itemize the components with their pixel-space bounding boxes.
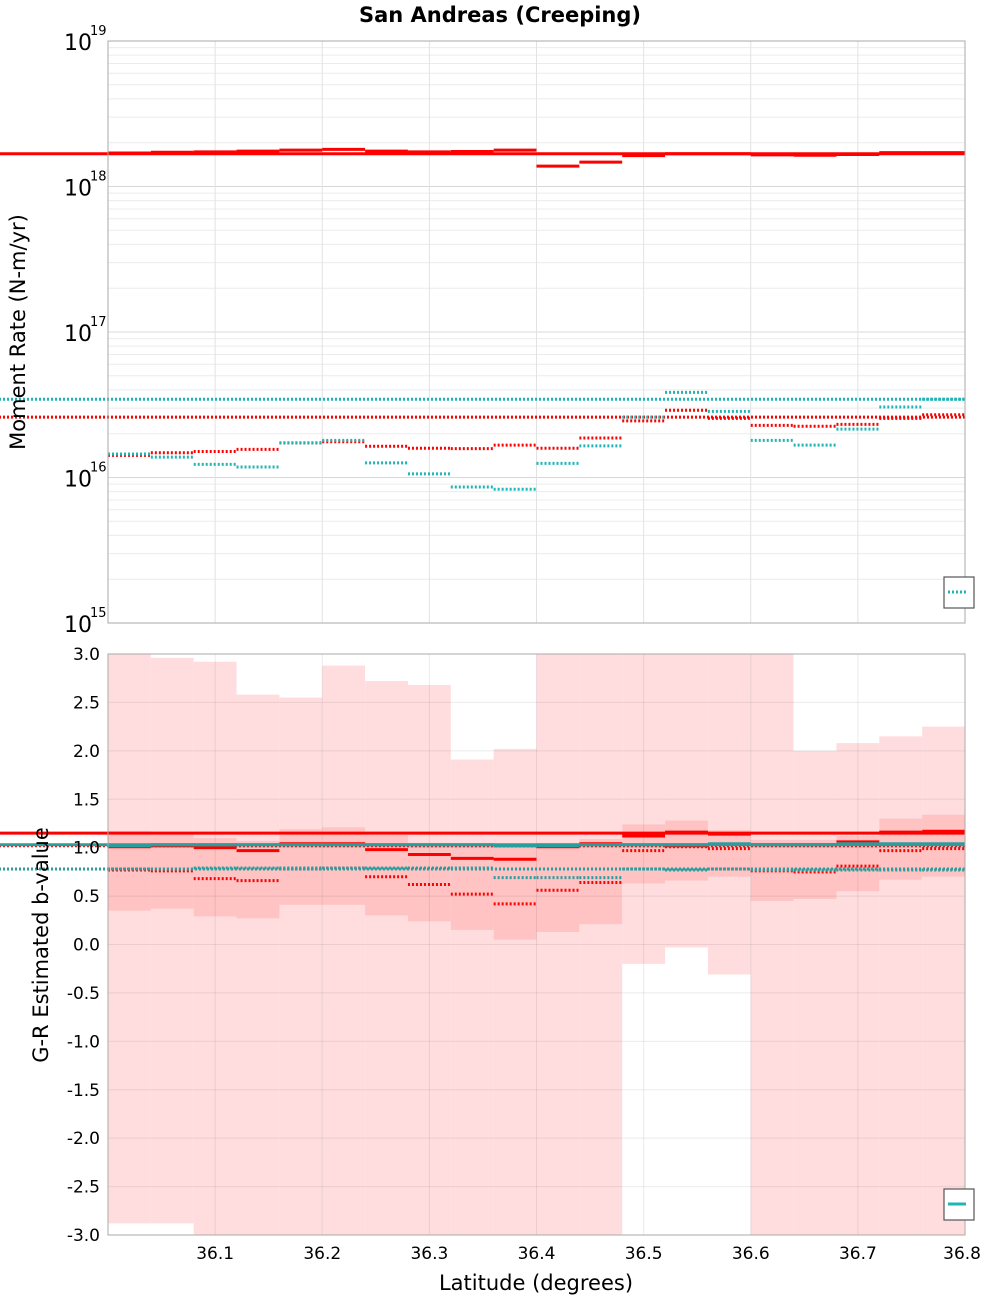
x-tick-label: 36.4: [518, 1244, 556, 1264]
y-tick-label: 2.5: [73, 693, 100, 713]
latitude-x-ticks: 36.1 36.2 36.3 36.4 36.5 36.6 36.7 36.8: [196, 1244, 981, 1264]
outer-band-bar: [365, 681, 408, 1235]
y-tick-label: 3.0: [73, 645, 100, 665]
y-tick-exponent: 15: [90, 606, 107, 621]
y-tick-label: 10: [64, 468, 92, 493]
y-tick-label: 1.0: [73, 839, 100, 859]
x-tick-label: 36.5: [625, 1244, 663, 1264]
outer-band-bar: [793, 750, 837, 1235]
y-tick-label: 10: [64, 31, 92, 56]
outer-band-bar: [322, 665, 366, 1235]
y-tick-label: -2.0: [67, 1129, 100, 1149]
b-value-legend: [943, 1188, 975, 1221]
y-tick-exponent: 19: [90, 24, 107, 39]
y-tick-label: 10: [64, 613, 92, 638]
y-tick-exponent: 17: [90, 315, 107, 330]
moment-rate-series: [0, 147, 965, 491]
x-tick-label: 36.2: [303, 1244, 341, 1264]
inner-band-bar: [665, 820, 708, 881]
b-value-series: [0, 829, 965, 906]
outer-band-bar: [879, 736, 923, 1235]
chart-title: San Andreas (Creeping): [359, 3, 641, 27]
b-value-panel: 3.0 2.5 2.0 1.5 1.0 0.5 0.0 -0.5 -1.0 -1.5 -2.0 -2.…: [0, 645, 981, 1295]
b-value-axes-frame: [107, 653, 966, 1236]
y-tick-label: 2.0: [73, 742, 100, 762]
outer-band-bar: [707, 654, 751, 975]
moment-rate-axes-frame: [107, 40, 966, 624]
y-tick-label: 10: [64, 322, 92, 347]
y-tick-label: -1.0: [67, 1032, 100, 1052]
outer-band-bar: [750, 654, 794, 1235]
outer-band-bar: [108, 654, 151, 1224]
latitude-xlabel: Latitude (degrees): [439, 1271, 633, 1295]
outer-band-bar: [922, 726, 965, 1235]
outer-band-bar: [622, 654, 666, 964]
x-tick-label: 36.6: [732, 1244, 770, 1264]
outer-band-bar: [836, 743, 880, 1235]
b-value-ylabel: G-R Estimated b-value: [29, 827, 53, 1063]
moment-rate-ylabel: Moment Rate (N-m/yr): [6, 214, 30, 450]
x-tick-label: 36.8: [943, 1244, 981, 1264]
y-tick-label: 10: [64, 177, 92, 202]
outer-band-bar: [236, 694, 280, 1235]
moment-rate-grid: [108, 40, 965, 624]
outer-band-bar: [536, 654, 580, 1235]
x-tick-label: 36.1: [196, 1244, 234, 1264]
b-value-y-ticks: 3.0 2.5 2.0 1.5 1.0 0.5 0.0 -0.5 -1.0 -1.5 -2.0 -2.…: [67, 645, 100, 1246]
y-tick-label: 1.5: [73, 790, 100, 810]
y-tick-exponent: 18: [90, 170, 107, 185]
y-tick-label: 0.0: [73, 936, 100, 956]
x-tick-label: 36.7: [839, 1244, 877, 1264]
inner-band-bar: [536, 842, 580, 932]
series-line: [0, 842, 965, 848]
outer-band-bar: [150, 657, 194, 1224]
outer-band-bar: [493, 748, 537, 1235]
x-tick-label: 36.3: [410, 1244, 448, 1264]
series-line: [0, 147, 965, 168]
series-line: [0, 866, 965, 880]
outer-band-bar: [579, 654, 623, 1235]
series-line: [0, 390, 965, 491]
outer-band-bar: [665, 654, 708, 948]
y-tick-label: -1.5: [67, 1081, 100, 1101]
outer-band-bar: [193, 661, 237, 1235]
y-tick-exponent: 16: [90, 461, 107, 476]
y-tick-label: -0.5: [67, 984, 100, 1004]
inner-band-bar: [322, 827, 366, 905]
y-tick-label: -2.5: [67, 1178, 100, 1198]
moment-rate-legend: [943, 576, 975, 609]
outer-band-bar: [450, 759, 494, 1235]
y-tick-label: 0.5: [73, 887, 100, 907]
outer-band-bar: [407, 684, 451, 1235]
outer-band-bar: [279, 697, 323, 1235]
y-tick-label: -3.0: [67, 1226, 100, 1246]
